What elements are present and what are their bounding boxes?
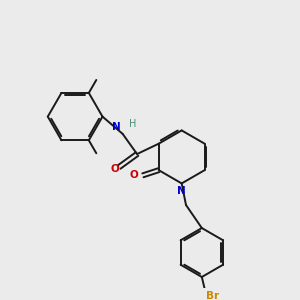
Text: N: N [112,122,121,132]
Text: H: H [129,119,136,129]
Text: N: N [177,186,186,196]
Text: O: O [111,164,119,174]
Text: Br: Br [206,290,219,300]
Text: O: O [130,170,138,180]
